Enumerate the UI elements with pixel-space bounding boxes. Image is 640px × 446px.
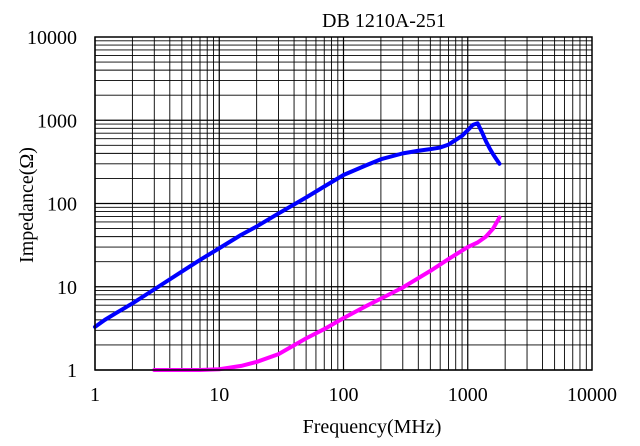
chart-title: DB 1210A-251	[322, 10, 446, 32]
tick-labels: 1 10 100 1000 10000 1 10 100 1000 10000	[27, 27, 617, 406]
x-tick-label: 10	[209, 384, 229, 406]
series-line-1	[93, 121, 502, 329]
x-tick-label: 10000	[567, 384, 617, 406]
y-tick-label: 1000	[37, 110, 77, 132]
y-tick-label: 10000	[27, 27, 77, 49]
series-layer	[93, 121, 502, 372]
plot-frame	[94, 36, 593, 371]
series-line-2	[152, 215, 502, 372]
y-tick-label: 100	[47, 194, 77, 216]
x-tick-label: 1	[90, 384, 100, 406]
x-tick-label: 1000	[448, 384, 488, 406]
x-tick-label: 100	[329, 384, 359, 406]
y-axis-label: Impedance(Ω)	[16, 147, 38, 263]
y-tick-label: 10	[57, 277, 77, 299]
x-axis-label: Frequency(MHz)	[303, 416, 442, 438]
y-tick-label: 1	[67, 360, 77, 382]
